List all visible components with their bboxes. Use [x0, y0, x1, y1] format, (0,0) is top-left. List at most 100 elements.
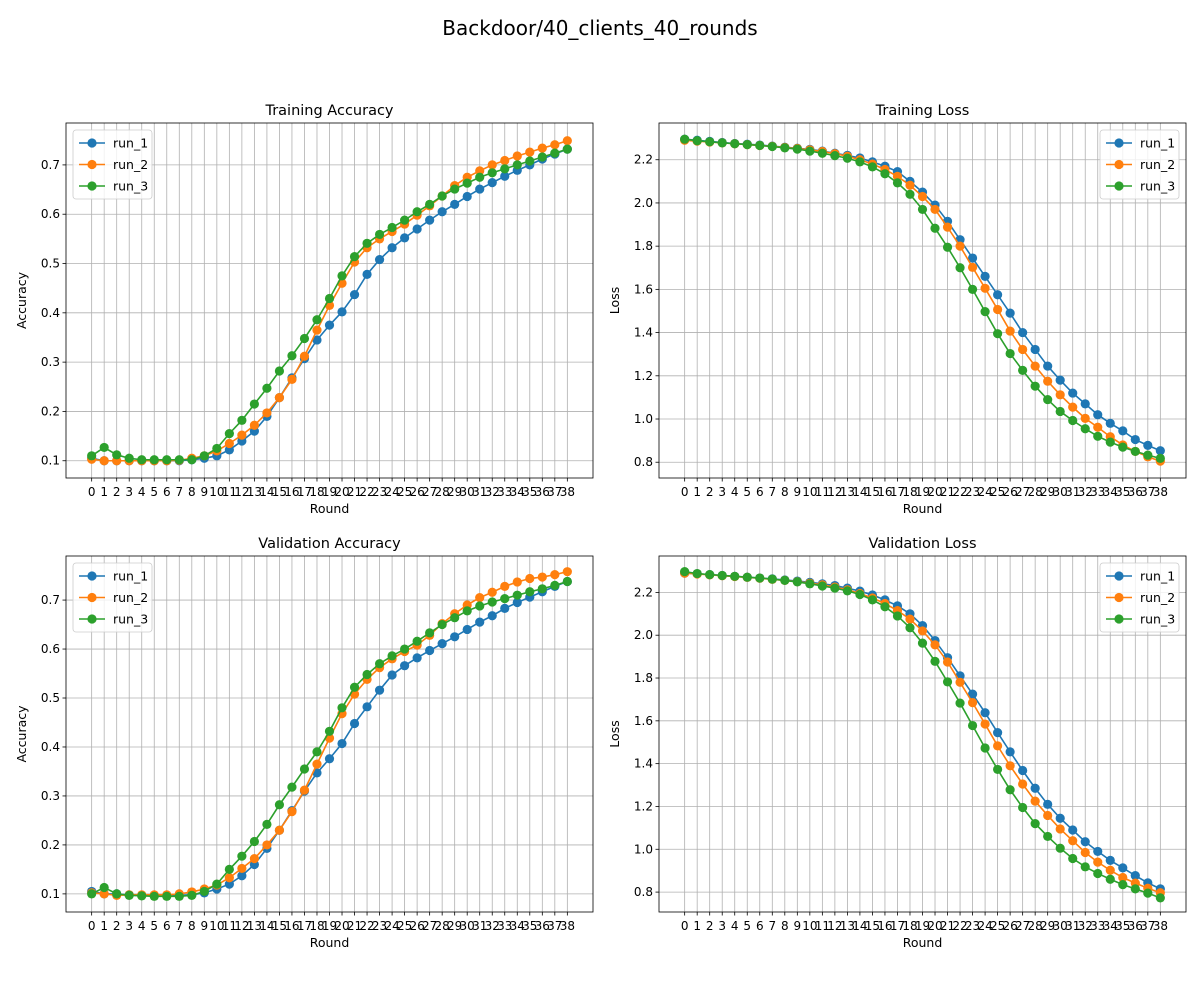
x-tick-label: 21: [940, 485, 955, 499]
data-point-run_1: [362, 702, 372, 712]
data-point-run_1: [512, 597, 522, 608]
x-tick-label: 27: [422, 919, 437, 933]
data-point-run_1: [1068, 825, 1078, 835]
x-tick-label: 5: [743, 919, 751, 933]
x-tick-label: 0: [681, 485, 689, 499]
y-tick-label: 1.4: [634, 757, 653, 771]
x-tick-label: 9: [201, 919, 209, 933]
data-point-run_3: [993, 329, 1003, 339]
legend: run_1 run_2 run_3: [1099, 129, 1180, 200]
x-tick-label: 10: [802, 919, 817, 933]
data-point-run_1: [312, 335, 322, 345]
data-point-run_2: [312, 759, 322, 769]
x-tick-label: 10: [802, 485, 817, 499]
y-tick-label: 2.0: [634, 628, 653, 642]
data-point-run_3: [362, 238, 372, 248]
data-point-run_3: [1043, 831, 1053, 842]
data-point-run_3: [905, 623, 915, 633]
data-point-run_1: [337, 307, 347, 317]
x-axis-label: Round: [903, 501, 943, 516]
x-tick-label: 26: [1002, 485, 1017, 499]
data-point-run_1: [412, 653, 422, 663]
x-tick-label: 25: [990, 485, 1005, 499]
y-tick-label: 2.2: [634, 585, 653, 599]
data-point-run_3: [437, 191, 447, 201]
data-point-run_3: [767, 141, 777, 152]
data-point-run_3: [1043, 394, 1053, 405]
data-point-run_1: [1018, 327, 1028, 338]
data-point-run_2: [942, 657, 953, 667]
data-point-run_3: [842, 153, 852, 163]
y-tick-label: 0.7: [41, 158, 60, 172]
x-tick-label: 13: [247, 919, 262, 933]
data-point-run_2: [512, 151, 522, 161]
x-tick-label: 6: [163, 919, 171, 933]
x-tick-label: 34: [1103, 919, 1118, 933]
data-point-run_3: [867, 595, 878, 605]
data-point-run_3: [817, 581, 827, 591]
x-tick-label: 36: [535, 485, 550, 499]
x-tick-label: 15: [865, 485, 880, 499]
data-point-run_3: [550, 580, 560, 590]
x-tick-label: 30: [460, 919, 475, 933]
data-point-run_3: [525, 587, 535, 597]
y-tick-label: 0.8: [634, 455, 653, 469]
data-point-run_2: [299, 351, 310, 361]
data-point-run_3: [730, 139, 740, 149]
data-point-run_2: [537, 572, 547, 582]
x-tick-label: 33: [497, 485, 512, 499]
data-point-run_3: [980, 307, 990, 317]
x-tick-label: 35: [1115, 919, 1130, 933]
x-tick-label: 38: [1153, 919, 1168, 933]
data-point-run_3: [1055, 843, 1065, 853]
data-point-run_1: [1080, 399, 1090, 409]
x-tick-label: 21: [347, 919, 362, 933]
data-point-run_3: [462, 606, 472, 616]
data-point-run_1: [362, 269, 372, 279]
data-point-run_3: [1143, 888, 1153, 898]
data-point-run_3: [780, 143, 790, 153]
x-tick-label: 14: [852, 919, 867, 933]
x-tick-label: 3: [718, 485, 726, 499]
y-tick-label: 0.4: [41, 740, 60, 754]
data-point-run_3: [692, 568, 702, 579]
data-point-run_3: [475, 172, 485, 182]
data-point-run_2: [967, 262, 978, 272]
data-point-run_2: [1018, 779, 1028, 789]
data-point-run_3: [1080, 862, 1090, 872]
x-tick-label: 23: [965, 485, 980, 499]
data-point-run_1: [1118, 863, 1128, 873]
data-point-run_3: [274, 366, 285, 376]
data-point-run_3: [450, 184, 460, 194]
data-point-run_3: [1030, 818, 1040, 829]
data-point-run_3: [400, 215, 410, 225]
x-tick-label: 31: [472, 919, 487, 933]
data-point-run_3: [287, 351, 297, 361]
data-point-run_2: [930, 204, 940, 215]
x-tick-label: 34: [510, 485, 525, 499]
legend-label-run_3: run_3: [113, 179, 148, 194]
x-tick-label: 23: [372, 919, 387, 933]
legend-marker-run_1: [1114, 138, 1124, 148]
x-tick-label: 33: [497, 919, 512, 933]
data-point-run_3: [124, 890, 134, 900]
data-point-run_1: [450, 632, 460, 642]
x-tick-label: 14: [259, 485, 274, 499]
legend-label-run_1: run_1: [1140, 569, 1175, 584]
legend-marker-run_2: [87, 592, 97, 603]
x-tick-label: 11: [815, 485, 830, 499]
data-point-run_1: [1093, 410, 1103, 420]
data-point-run_3: [87, 889, 97, 899]
x-tick-label: 3: [718, 919, 726, 933]
data-point-run_1: [1055, 813, 1065, 823]
data-point-run_3: [374, 659, 385, 669]
x-tick-label: 3: [125, 485, 133, 499]
data-point-run_1: [462, 624, 472, 635]
x-tick-label: 8: [781, 919, 789, 933]
data-point-run_1: [1018, 765, 1028, 776]
x-tick-label: 32: [1078, 485, 1093, 499]
x-tick-label: 16: [877, 485, 892, 499]
data-point-run_1: [1005, 308, 1015, 318]
x-tick-label: 16: [877, 919, 892, 933]
data-point-run_3: [1068, 853, 1078, 864]
